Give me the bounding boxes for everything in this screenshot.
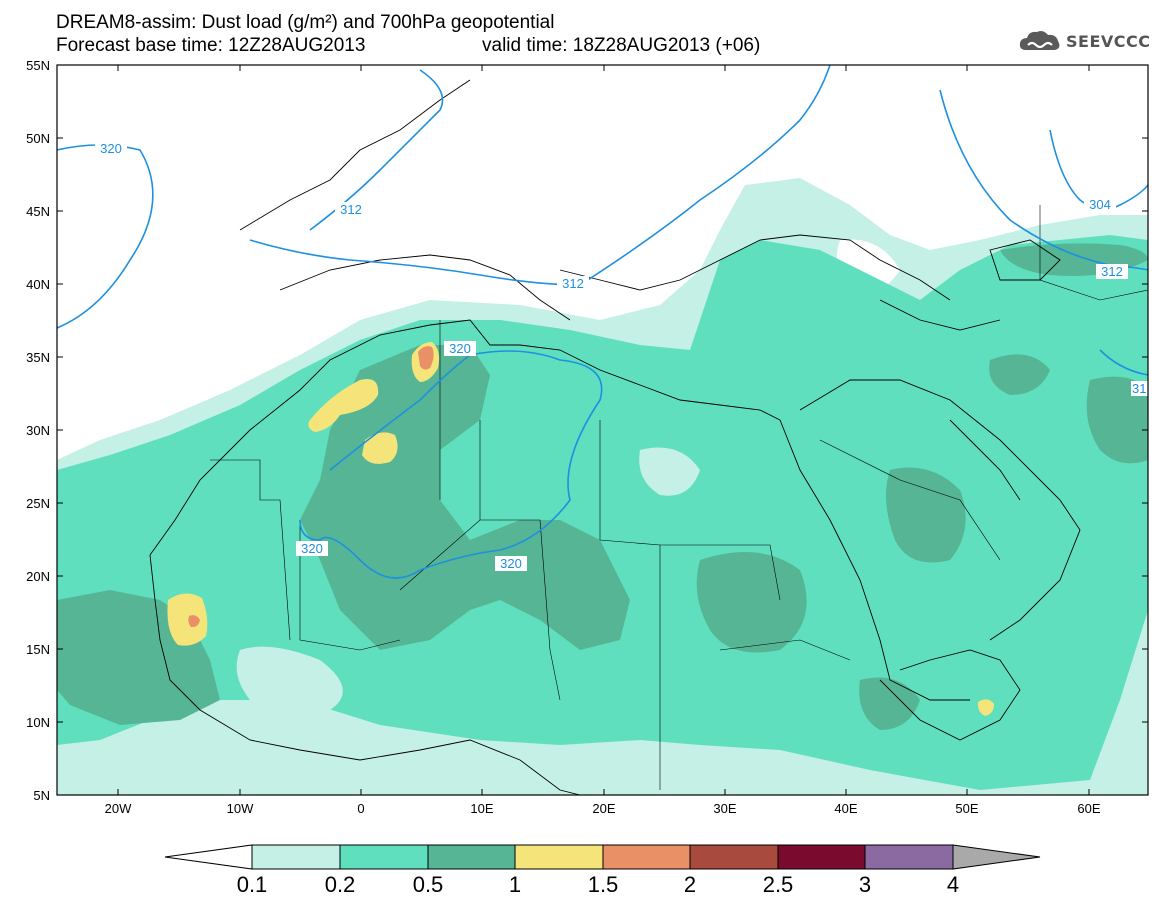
colorbar-label: 3 <box>858 872 872 897</box>
contour-label-320-mali: 320 <box>296 541 328 556</box>
base-time-text: Forecast base time: 12Z28AUG2013 <box>56 35 366 56</box>
cloud-icon <box>1019 31 1060 50</box>
y-tick-label: 30N <box>26 423 50 438</box>
x-tick-label: 10W <box>227 801 254 816</box>
x-tick-label: 10E <box>470 801 493 816</box>
colorbar-swatch <box>251 844 341 870</box>
y-tick-label: 15N <box>26 642 50 657</box>
colorbar-swatch <box>864 844 954 870</box>
logo-text: SEEVCCC <box>1066 31 1151 51</box>
contour-label-320-chad: 320 <box>495 556 527 571</box>
axis-ticks <box>57 65 1148 795</box>
y-tick-label: 25N <box>26 496 50 511</box>
x-tick-label: 60E <box>1077 801 1100 816</box>
dust-area-orange <box>418 346 434 370</box>
svg-text:320: 320 <box>301 541 323 556</box>
contour-labels: 320 312 312 320 320 320 304 312 <box>95 141 1148 571</box>
colorbar-label: 1 <box>508 872 522 897</box>
seevccc-logo: SEEVCCC <box>1018 28 1151 54</box>
y-tick-label: 10N <box>26 715 50 730</box>
svg-text:304: 304 <box>1089 197 1111 212</box>
contour-label-312-caspian: 312 <box>1096 264 1128 279</box>
x-tick-label: 50E <box>955 801 978 816</box>
svg-text:312: 312 <box>562 276 584 291</box>
colorbar-label: 0.1 <box>236 872 268 897</box>
colorbar-swatch <box>689 844 779 870</box>
colorbar-swatch <box>514 844 604 870</box>
x-tick-label: 0 <box>357 801 364 816</box>
svg-text:312: 312 <box>340 202 362 217</box>
y-axis-labels: 55N 50N 45N 40N 35N 30N 25N 20N 15N 10N … <box>26 58 50 803</box>
dust-area-mid <box>57 235 1148 790</box>
contour-label-304-caspian: 304 <box>1084 197 1116 212</box>
colorbar-label: 2 <box>683 872 697 897</box>
contour-label-320-tunisia: 320 <box>444 341 476 356</box>
svg-text:320: 320 <box>449 341 471 356</box>
colorbar-label: 4 <box>946 872 960 897</box>
dust-field <box>57 178 1148 795</box>
colorbar-swatch <box>777 844 866 870</box>
contour-label-312-france: 312 <box>335 202 367 217</box>
colorbar-swatch <box>339 844 429 870</box>
coastlines <box>149 79 1081 795</box>
x-axis-labels: 20W 10W 0 10E 20E 30E 40E 50E 60E <box>105 801 1101 816</box>
colorbar <box>164 844 1041 870</box>
svg-text:320: 320 <box>500 556 522 571</box>
y-tick-label: 50N <box>26 131 50 146</box>
colorbar-label: 1.5 <box>587 872 619 897</box>
colorbar-left-arrow <box>164 844 253 870</box>
x-tick-label: 40E <box>834 801 857 816</box>
country-borders <box>210 205 1148 790</box>
colorbar-right-arrow <box>952 844 1041 870</box>
x-tick-label: 30E <box>713 801 736 816</box>
y-tick-label: 20N <box>26 569 50 584</box>
colorbar-swatch <box>602 844 691 870</box>
svg-text:312: 312 <box>1101 264 1123 279</box>
contour-label-31-iran: 31 <box>1131 381 1148 396</box>
y-tick-label: 55N <box>26 58 50 73</box>
x-tick-label: 20E <box>592 801 615 816</box>
dust-area-yellow <box>308 379 379 432</box>
colorbar-label: 2.5 <box>762 872 794 897</box>
contour-label-320-west: 320 <box>95 141 127 156</box>
y-tick-label: 5N <box>33 788 50 803</box>
colorbar-label: 0.5 <box>412 872 444 897</box>
valid-time-text: valid time: 18Z28AUG2013 (+06) <box>482 35 761 56</box>
y-tick-label: 35N <box>26 350 50 365</box>
colorbar-swatch <box>427 844 516 870</box>
x-tick-label: 20W <box>105 801 132 816</box>
colorbar-label: 0.2 <box>324 872 356 897</box>
svg-text:320: 320 <box>100 141 122 156</box>
y-tick-label: 45N <box>26 204 50 219</box>
forecast-base-time: Forecast base time: 12Z28AUG2013 valid ti… <box>56 35 760 56</box>
y-tick-label: 40N <box>26 277 50 292</box>
dust-area-high <box>300 345 630 650</box>
svg-text:31: 31 <box>1132 381 1146 396</box>
map-title: DREAM8-assim: Dust load (g/m²) and 700hP… <box>56 12 555 33</box>
contour-label-312-italy: 312 <box>557 276 589 291</box>
